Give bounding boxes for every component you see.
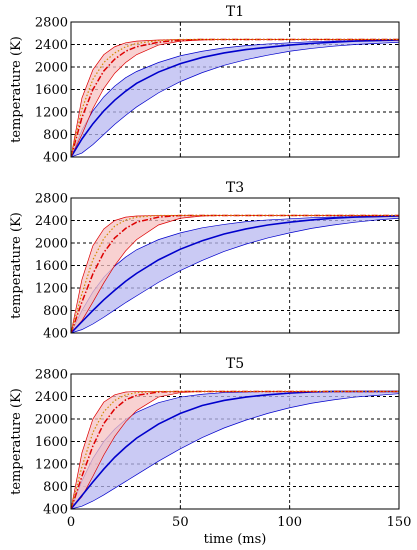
- series-line-solid-0: [71, 39, 399, 157]
- y-tick-label: 2800: [35, 16, 68, 31]
- y-tick-label: 400: [43, 327, 68, 342]
- band-upper-edge-1: [71, 39, 399, 157]
- chart-title: T3: [226, 180, 244, 196]
- y-tick-label: 800: [43, 304, 68, 319]
- y-tick-label: 400: [43, 503, 68, 518]
- x-tick-label: 100: [277, 515, 302, 530]
- chart-panel-t3: 400 800 1200 1600 2000 2400 2800 T3 temperature …: [9, 180, 400, 342]
- uncertainty-band-1: [71, 391, 399, 509]
- series-line-dashdot-2: [71, 214, 399, 333]
- x-tick-label: 0: [67, 515, 75, 530]
- x-tick-label: 50: [172, 515, 189, 530]
- uncertainty-band-1: [71, 216, 399, 333]
- band-lower-edge-1: [71, 41, 399, 157]
- y-axis-label: temperature (K): [9, 212, 24, 319]
- y-tick-label: 2000: [35, 413, 68, 428]
- y-axis-label: temperature (K): [9, 36, 24, 143]
- chart-title: T1: [226, 4, 244, 20]
- band-lower-edge-1: [71, 217, 399, 333]
- x-axis-label: time (ms): [204, 532, 267, 547]
- series-line-solid-0: [71, 390, 399, 509]
- series-line-dotted-4: [71, 38, 399, 157]
- series-line-dotted-4: [71, 390, 399, 509]
- y-tick-label: 2400: [35, 214, 68, 229]
- y-tick-label: 2000: [35, 237, 68, 252]
- y-tick-label: 1200: [35, 282, 68, 297]
- uncertainty-band-3: [71, 391, 399, 509]
- x-tick-label: 150: [387, 515, 412, 530]
- y-tick-label: 1600: [35, 83, 68, 98]
- y-tick-label: 1600: [35, 259, 68, 274]
- y-tick-label: 1200: [35, 458, 68, 473]
- y-tick-label: 2400: [35, 390, 68, 405]
- chart-panel-t1: 400 800 1200 1600 2000 2400 2800 T1 temperature …: [9, 4, 400, 166]
- y-axis-label: temperature (K): [9, 388, 24, 495]
- series-group: [71, 38, 399, 157]
- series-group: [71, 214, 399, 333]
- uncertainty-band-1: [71, 40, 399, 157]
- y-tick-label: 1600: [35, 435, 68, 450]
- y-tick-label: 1200: [35, 106, 68, 121]
- y-tick-label: 800: [43, 128, 68, 143]
- y-tick-label: 2000: [35, 61, 68, 76]
- chart-title: T5: [226, 356, 244, 372]
- y-tick-label: 2800: [35, 192, 68, 207]
- y-tick-label: 400: [43, 151, 68, 166]
- y-tick-label: 800: [43, 480, 68, 495]
- band-lower-edge-1: [71, 393, 399, 509]
- series-group: [71, 390, 399, 509]
- y-tick-label: 2400: [35, 38, 68, 53]
- series-line-solid-0: [71, 215, 399, 333]
- chart-panel-t5: 400 800 1200 1600 2000 2400 2800 0 50 100 150 T5 tem…: [9, 356, 411, 547]
- y-tick-label: 2800: [35, 368, 68, 383]
